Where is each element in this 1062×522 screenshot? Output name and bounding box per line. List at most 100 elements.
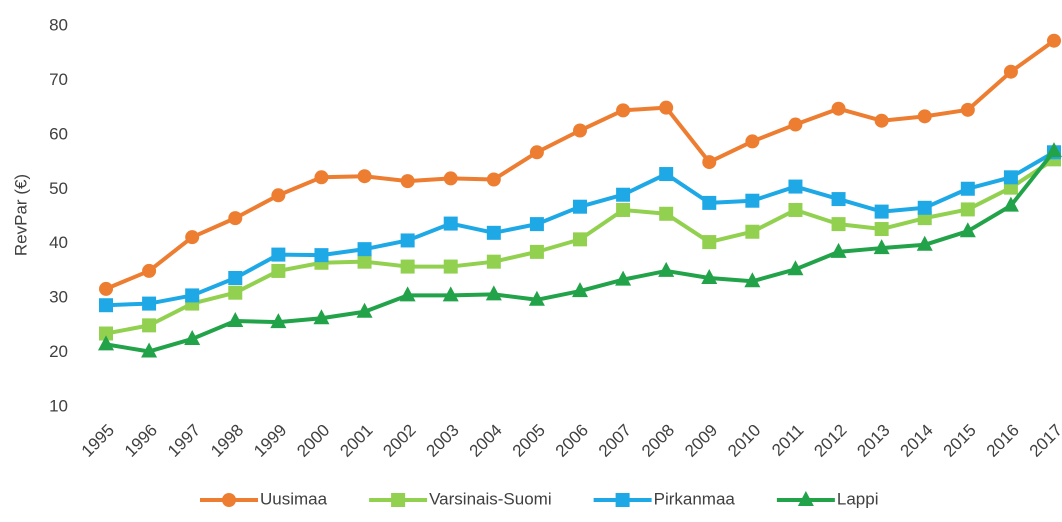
x-tick-label: 2000 <box>293 421 333 461</box>
marker <box>788 179 803 194</box>
x-tick-label: 2007 <box>595 421 635 461</box>
x-tick-label: 2017 <box>1026 421 1062 461</box>
marker <box>271 188 286 203</box>
marker <box>745 134 760 149</box>
marker <box>960 181 975 196</box>
marker <box>528 290 545 306</box>
marker <box>744 272 761 288</box>
marker <box>400 233 415 248</box>
marker <box>659 167 674 182</box>
x-tick-label: 2011 <box>768 421 807 460</box>
marker <box>1003 170 1018 185</box>
marker <box>615 493 630 507</box>
x-tick-label: 1996 <box>121 421 161 461</box>
x-tick-label: 2004 <box>466 421 506 461</box>
marker <box>788 202 803 217</box>
marker <box>1003 64 1018 79</box>
marker <box>529 244 544 259</box>
marker <box>616 202 631 217</box>
marker <box>615 270 632 286</box>
marker <box>228 271 243 286</box>
x-tick-label: 2002 <box>379 421 419 461</box>
legend-label: Varsinais-Suomi <box>429 489 552 508</box>
marker <box>313 309 330 325</box>
marker <box>99 281 113 296</box>
marker <box>228 211 243 226</box>
x-tick-label: 2009 <box>681 421 721 461</box>
marker <box>702 155 717 170</box>
marker <box>185 288 200 303</box>
marker <box>873 239 890 255</box>
marker <box>357 254 372 269</box>
marker <box>443 171 458 186</box>
marker <box>400 259 415 274</box>
x-tick-label: 2003 <box>423 421 463 461</box>
y-tick-label: 10 <box>49 396 68 415</box>
marker <box>916 235 933 251</box>
marker <box>874 222 889 237</box>
marker <box>314 248 329 263</box>
marker <box>529 217 544 232</box>
marker <box>142 263 157 278</box>
y-tick-label: 50 <box>49 179 68 198</box>
marker <box>228 285 243 300</box>
marker <box>270 313 287 329</box>
marker <box>917 200 932 215</box>
x-tick-label: 1999 <box>250 421 290 461</box>
marker <box>573 199 587 214</box>
x-tick-label: 2010 <box>724 421 764 461</box>
marker <box>745 224 760 239</box>
legend: Uusimaa Varsinais-Suomi Pirkanmaa Lappi <box>200 489 878 508</box>
marker <box>184 329 201 345</box>
marker <box>701 269 718 285</box>
marker <box>357 242 372 257</box>
marker <box>702 195 717 210</box>
x-tick-label: 2016 <box>983 421 1023 461</box>
marker <box>400 174 415 189</box>
marker <box>486 172 501 187</box>
series-line <box>105 39 1056 291</box>
marker <box>356 302 373 318</box>
marker <box>1047 33 1061 48</box>
x-tick-label: 2005 <box>509 421 549 461</box>
x-tick-label: 2006 <box>552 421 592 461</box>
x-tick-label: 2012 <box>810 421 850 461</box>
y-tick-label: 20 <box>49 342 68 361</box>
marker <box>659 100 674 115</box>
y-tick-label: 60 <box>49 124 68 143</box>
marker <box>271 263 286 278</box>
marker <box>529 145 544 160</box>
marker <box>831 192 846 207</box>
marker <box>616 103 631 118</box>
x-tick-label: 2013 <box>853 421 893 461</box>
marker <box>442 286 459 302</box>
marker <box>98 335 114 351</box>
x-tick-label: 1995 <box>78 421 118 461</box>
marker <box>573 123 587 138</box>
y-tick-label: 80 <box>49 15 68 34</box>
marker <box>702 235 717 250</box>
x-tick-label: 2008 <box>638 421 678 461</box>
marker <box>659 206 674 221</box>
marker <box>788 117 803 132</box>
marker <box>485 285 502 301</box>
marker <box>142 318 157 333</box>
legend-label: Uusimaa <box>260 489 328 508</box>
marker <box>399 286 416 302</box>
x-tick-label: 2015 <box>940 421 980 461</box>
marker <box>572 282 588 298</box>
marker <box>917 109 932 124</box>
marker <box>271 247 286 262</box>
x-tick-label: 2014 <box>897 421 937 461</box>
marker <box>658 261 675 277</box>
marker <box>1046 142 1062 158</box>
marker <box>314 170 329 185</box>
marker <box>797 491 814 506</box>
marker <box>787 260 804 276</box>
marker <box>959 222 976 238</box>
marker <box>1002 196 1019 212</box>
marker <box>831 217 846 232</box>
marker <box>222 493 236 507</box>
marker <box>443 259 458 274</box>
